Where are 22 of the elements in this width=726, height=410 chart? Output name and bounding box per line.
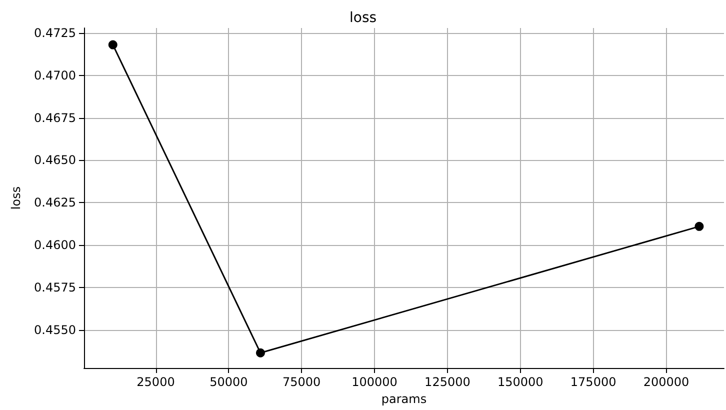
x-tick-label: 25000 [136,375,175,389]
x-axis-title: params [381,392,427,406]
point [256,348,265,358]
chart-title: loss [349,10,377,26]
y-tick-label: 0.4650 [34,153,76,168]
y-axis-title: loss [9,186,23,210]
y-tick-label: 0.4550 [34,322,76,337]
x-tick-label: 100000 [352,375,398,389]
y-tick-label: 0.4700 [34,68,76,82]
x-tick-label: 50000 [210,375,248,389]
y-tick-label: 0.4725 [34,26,76,40]
y-tick-label: 0.4575 [34,280,76,295]
x-tick-label: 200000 [643,375,690,389]
point [108,40,118,50]
x-tick-label: 75000 [282,375,321,389]
y-tick-label: 0.4600 [34,238,76,252]
x-tick-label: 125000 [424,375,470,389]
y-tick-label: 0.4625 [34,196,76,210]
y-tick-label: 0.4675 [34,110,76,125]
x-tick-label: 150000 [497,375,544,389]
point [694,222,704,231]
x-tick-label: 175000 [570,375,616,389]
